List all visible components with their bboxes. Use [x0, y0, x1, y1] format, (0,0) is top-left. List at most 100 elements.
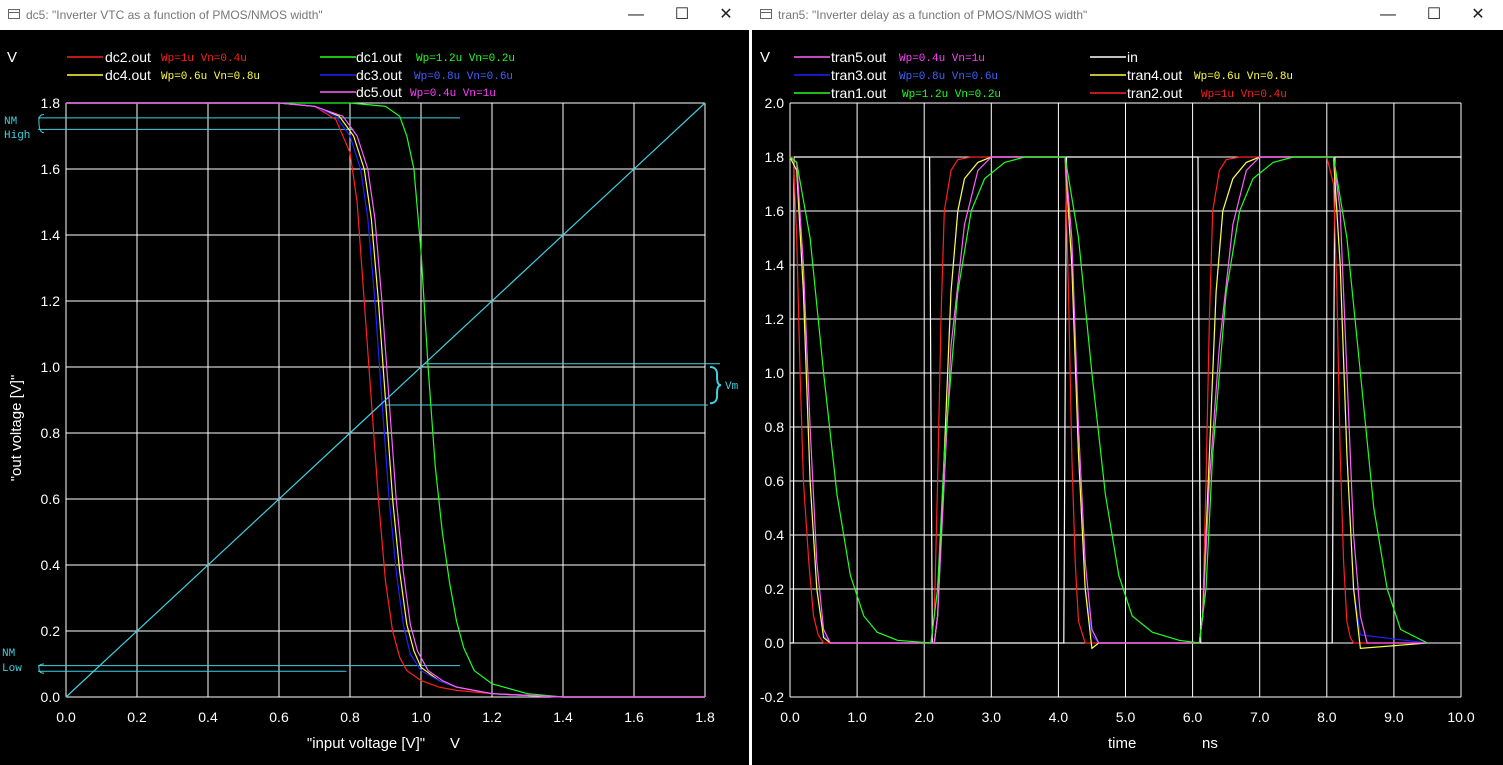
x-tick-label: 1.4 — [553, 709, 573, 725]
y-tick-label: 1.0 — [765, 365, 785, 381]
legend-name: tran1.out — [831, 85, 886, 101]
series-line-tran3-out — [789, 156, 1428, 644]
x-tick-label: 1.0 — [411, 709, 431, 725]
maximize-button[interactable]: ☐ — [1426, 6, 1442, 23]
plot-grid — [65, 102, 706, 698]
series-line-tran2-out — [790, 156, 1428, 644]
title-bar: dc5: "Inverter VTC as a function of PMOS… — [0, 0, 749, 30]
x-unit-label: V — [450, 735, 460, 752]
y-tick-label: 2.0 — [765, 95, 785, 111]
legend-note: Wp=1u Vn=0.4u — [161, 53, 247, 65]
legend-note: Wp=1.2u Vn=0.2u — [416, 53, 515, 65]
legend-note: Wp=0.4u Vn=1u — [899, 53, 985, 65]
x-axis-label: "input voltage [V]" — [307, 735, 425, 752]
series-line-tran4-out — [789, 156, 1428, 650]
x-tick-label: 6.0 — [1183, 709, 1203, 725]
legend-name: tran3.out — [831, 67, 886, 83]
legend-name: dc4.out — [105, 67, 151, 83]
x-tick-label: 1.0 — [847, 709, 867, 725]
y-tick-label: 1.4 — [765, 257, 785, 273]
y-tick-label: 1.8 — [765, 149, 785, 165]
x-tick-label: 9.0 — [1384, 709, 1404, 725]
window-icon — [8, 9, 20, 19]
series-line-dc5-out — [66, 102, 705, 698]
y-tick-label: 0.8 — [41, 425, 61, 441]
legend-name: dc2.out — [105, 49, 151, 65]
nm-high-brace — [38, 114, 45, 134]
nm-high-label-line1: NM — [4, 116, 17, 128]
series-line-tran5-out — [789, 156, 1428, 644]
window-title: dc5: "Inverter VTC as a function of PMOS… — [26, 8, 323, 22]
y-unit-label: V — [760, 49, 770, 66]
legend-name: tran2.out — [1127, 85, 1182, 101]
x-tick-label: 0.2 — [127, 709, 147, 725]
transient-plot: 0.0 1.0 2.0 3.0 4.0 5.0 6.0 7.0 8.0 9.0 10.0 -0.2 0.… — [760, 49, 1475, 752]
legend-note: Wp=1.2u Vn=0.2u — [902, 89, 1001, 101]
series-line-in — [790, 156, 1461, 644]
dc5-window: dc5: "Inverter VTC as a function of PMOS… — [0, 0, 749, 765]
x-tick-label: 1.8 — [695, 709, 715, 725]
x-tick-label: 0.4 — [198, 709, 218, 725]
legend-name: dc3.out — [356, 67, 402, 83]
y-unit-label: V — [7, 49, 17, 66]
y-tick-label: 1.6 — [765, 203, 785, 219]
x-tick-label: 1.6 — [624, 709, 644, 725]
x-tick-label: 10.0 — [1447, 709, 1474, 725]
legend-name: in — [1127, 49, 1138, 65]
series-line-vin-vout — [65, 102, 706, 698]
tick-labels: 0.0 0.2 0.4 0.6 0.8 1.0 1.2 1.4 1.6 1.8 0.0 0.2 0.4 0… — [41, 95, 715, 725]
x-tick-label: 2.0 — [914, 709, 934, 725]
legend-name: tran5.out — [831, 49, 886, 65]
window-title: tran5: "Inverter delay as a function of … — [778, 8, 1088, 22]
y-tick-label: 1.4 — [41, 227, 61, 243]
y-tick-label: 0.6 — [765, 473, 785, 489]
x-tick-label: 7.0 — [1250, 709, 1270, 725]
x-tick-label: 0.0 — [56, 709, 76, 725]
x-tick-label: 8.0 — [1317, 709, 1337, 725]
plot-legend: tran5.out Wp=0.4u Vn=1u in tran3.out Wp=0.8u… — [794, 49, 1293, 101]
legend-note: Wp=0.8u Vn=0.6u — [899, 71, 998, 83]
legend-name: dc1.out — [356, 49, 402, 65]
x-tick-label: 1.2 — [482, 709, 502, 725]
x-tick-label: 0.0 — [780, 709, 800, 725]
y-tick-label: 0.8 — [765, 419, 785, 435]
legend-note: Wp=0.6u Vn=0.8u — [161, 71, 260, 83]
legend-name: tran4.out — [1127, 67, 1182, 83]
window-icon — [760, 9, 772, 19]
y-tick-label: 0.4 — [765, 527, 785, 543]
nm-low-brace — [38, 663, 45, 674]
close-button[interactable]: ✕ — [1471, 6, 1485, 23]
x-tick-label: 4.0 — [1049, 709, 1069, 725]
y-tick-label: 0.2 — [765, 581, 785, 597]
y-tick-label: -0.2 — [760, 689, 784, 705]
y-tick-label: 0.2 — [41, 623, 61, 639]
window-separator — [749, 0, 752, 765]
nm-low-label-line1: NM — [2, 648, 15, 660]
series-line-dc1-out — [66, 102, 705, 698]
tran5-window: tran5: "Inverter delay as a function of … — [752, 0, 1503, 765]
nm-low-label-line2: Low — [2, 663, 22, 675]
y-tick-label: 1.0 — [41, 359, 61, 375]
maximize-button[interactable]: ☐ — [674, 6, 690, 23]
y-tick-label: 0.0 — [41, 689, 61, 705]
close-button[interactable]: ✕ — [719, 6, 733, 23]
x-tick-label: 5.0 — [1116, 709, 1136, 725]
y-tick-label: 1.2 — [765, 311, 785, 327]
nm-high-label-line2: High — [4, 130, 30, 142]
title-bar: tran5: "Inverter delay as a function of … — [752, 0, 1503, 30]
minimize-button[interactable]: — — [1380, 6, 1396, 23]
legend-note: Wp=0.6u Vn=0.8u — [1194, 71, 1293, 83]
tick-labels: 0.0 1.0 2.0 3.0 4.0 5.0 6.0 7.0 8.0 9.0 10.0 -0.2 0.… — [760, 95, 1475, 725]
minimize-button[interactable]: — — [628, 6, 644, 23]
plot-grid — [789, 102, 1462, 698]
series-line-tran1-out — [789, 156, 1428, 644]
x-unit-label: ns — [1202, 735, 1218, 752]
x-tick-label: 0.6 — [269, 709, 289, 725]
noise-margin-annotations: NM High NM Low Vm — [2, 114, 739, 675]
y-tick-label: 1.6 — [41, 161, 61, 177]
y-tick-label: 1.8 — [41, 95, 61, 111]
x-tick-label: 3.0 — [982, 709, 1002, 725]
legend-note: Wp=0.8u Vn=0.6u — [414, 71, 513, 83]
vm-label: Vm — [725, 381, 739, 393]
legend-note: Wp=1u Vn=0.4u — [1201, 89, 1287, 101]
